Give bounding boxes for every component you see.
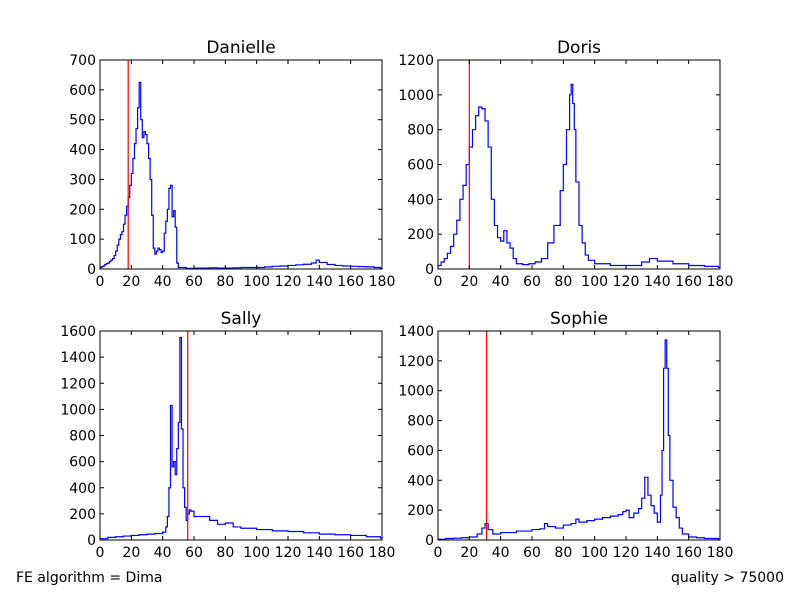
x-tick-label: 100	[243, 545, 270, 561]
footer-quality-label: quality > 75000	[670, 570, 784, 586]
subplot-sally: 0 20 40 60 80 100 120 140 160 180 0 200 400 600 800 100…	[60, 309, 395, 561]
axes-frame	[437, 330, 721, 541]
x-tick-label: 180	[707, 274, 734, 290]
y-tick-label: 600	[407, 158, 434, 174]
y-tick-label: 600	[69, 83, 96, 99]
x-tick-label: 20	[460, 545, 478, 561]
y-tick-label: 1600	[60, 324, 96, 340]
y-tick-label: 1000	[398, 88, 434, 104]
y-tick-label: 800	[407, 123, 434, 139]
y-tick-label: 400	[407, 192, 434, 208]
subplot-title: Doris	[557, 38, 601, 58]
y-tick-label: 0	[425, 533, 434, 549]
y-tick-label: 400	[69, 481, 96, 497]
x-tick-label: 40	[492, 545, 510, 561]
x-tick-label: 80	[554, 274, 572, 290]
x-tick-label: 180	[369, 274, 396, 290]
y-tick-label: 0	[87, 262, 96, 278]
x-tick-label: 60	[185, 545, 203, 561]
y-tick-label: 600	[69, 455, 96, 471]
x-tick-label: 180	[707, 545, 734, 561]
x-tick-label: 0	[96, 545, 105, 561]
x-tick-label: 0	[434, 274, 443, 290]
y-tick-label: 0	[87, 533, 96, 549]
x-tick-label: 40	[154, 545, 172, 561]
x-tick-label: 80	[216, 274, 234, 290]
histogram-line	[438, 83, 720, 269]
y-tick-label: 800	[69, 429, 96, 445]
subplot-danielle: 0 20 40 60 80 100 120 140 160 180 0 100 200 300 400 500…	[69, 38, 395, 290]
x-tick-label: 160	[675, 545, 702, 561]
subplot-title: Sally	[221, 309, 262, 329]
axes-frame	[437, 59, 721, 270]
y-tick-label: 0	[425, 262, 434, 278]
x-tick-label: 0	[434, 545, 443, 561]
x-tick-label: 40	[154, 274, 172, 290]
x-tick-label: 60	[523, 545, 541, 561]
x-tick-label: 140	[306, 274, 333, 290]
x-tick-label: 20	[122, 274, 140, 290]
histogram-line	[100, 81, 382, 269]
x-tick-label: 80	[216, 545, 234, 561]
x-tick-label: 140	[644, 545, 671, 561]
y-tick-label: 400	[69, 143, 96, 159]
y-tick-label: 200	[407, 503, 434, 519]
y-tick-label: 300	[69, 172, 96, 188]
axes-frame	[99, 330, 383, 541]
subplot-title: Danielle	[206, 38, 275, 58]
x-tick-label: 120	[275, 545, 302, 561]
y-tick-label: 1400	[398, 324, 434, 340]
x-tick-label: 20	[460, 274, 478, 290]
x-tick-label: 120	[275, 274, 302, 290]
y-tick-label: 1200	[60, 376, 96, 392]
y-tick-label: 500	[69, 113, 96, 129]
subplot-doris: 0 20 40 60 80 100 120 140 160 180 0 200 400 600 800 100…	[398, 38, 733, 290]
y-tick-label: 100	[69, 232, 96, 248]
x-tick-label: 140	[644, 274, 671, 290]
x-tick-label: 160	[337, 274, 364, 290]
y-tick-label: 1400	[60, 350, 96, 366]
x-tick-label: 160	[675, 274, 702, 290]
footer-algorithm-label: FE algorithm = Dima	[16, 570, 163, 586]
y-tick-label: 600	[407, 443, 434, 459]
y-tick-label: 800	[407, 414, 434, 430]
x-tick-label: 60	[185, 274, 203, 290]
subplot-title: Sophie	[550, 309, 608, 329]
x-tick-label: 40	[492, 274, 510, 290]
x-tick-label: 180	[369, 545, 396, 561]
x-tick-label: 140	[306, 545, 333, 561]
x-tick-label: 100	[243, 274, 270, 290]
y-tick-label: 1200	[398, 53, 434, 69]
y-tick-label: 200	[407, 227, 434, 243]
x-tick-label: 0	[96, 274, 105, 290]
y-tick-label: 400	[407, 473, 434, 489]
x-tick-label: 60	[523, 274, 541, 290]
x-tick-label: 160	[337, 545, 364, 561]
x-tick-label: 100	[581, 545, 608, 561]
x-tick-label: 80	[554, 545, 572, 561]
x-tick-label: 120	[613, 274, 640, 290]
x-tick-label: 120	[613, 545, 640, 561]
y-tick-label: 700	[69, 53, 96, 69]
x-tick-label: 20	[122, 545, 140, 561]
subplot-sophie: 0 20 40 60 80 100 120 140 160 180 0 200 400 600 800 100…	[398, 309, 733, 561]
y-tick-label: 1000	[60, 402, 96, 418]
y-tick-label: 200	[69, 202, 96, 218]
histogram-line	[100, 336, 382, 540]
x-tick-label: 100	[581, 274, 608, 290]
y-tick-label: 200	[69, 507, 96, 523]
y-tick-label: 1200	[398, 354, 434, 370]
histogram-line	[438, 339, 720, 540]
y-tick-label: 1000	[398, 384, 434, 400]
axes-frame	[99, 59, 383, 270]
